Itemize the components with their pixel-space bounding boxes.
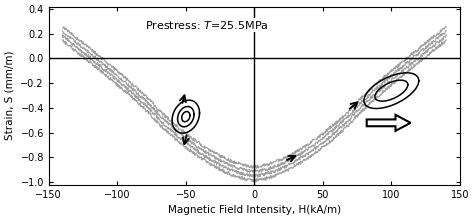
Text: Prestress: $\it{T}$=25.5MPa: Prestress: $\it{T}$=25.5MPa [145,19,269,31]
FancyArrow shape [367,115,410,131]
Y-axis label: Strain, S (mm/m): Strain, S (mm/m) [5,51,15,140]
X-axis label: Magnetic Field Intensity, H(kA/m): Magnetic Field Intensity, H(kA/m) [168,205,341,215]
